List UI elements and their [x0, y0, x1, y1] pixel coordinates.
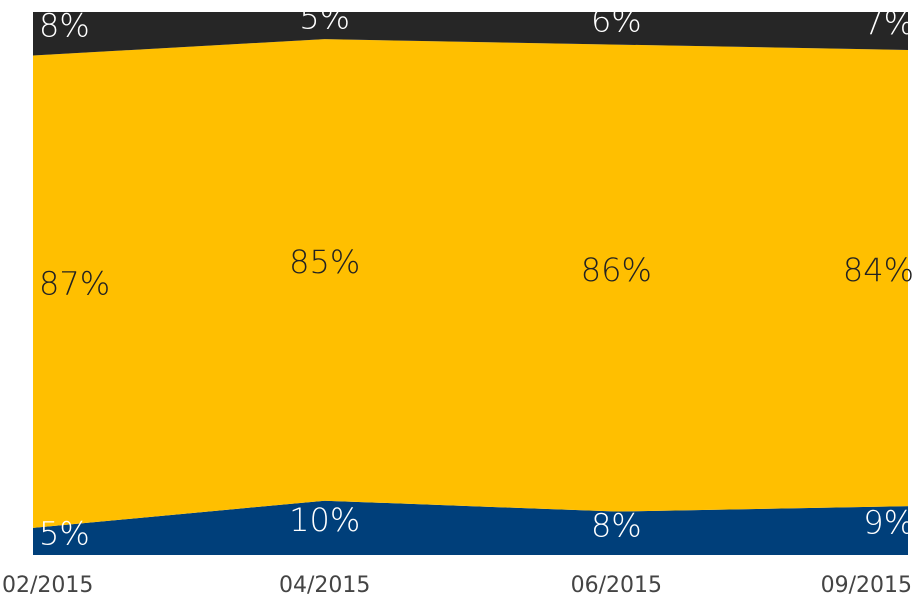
area — [33, 500, 908, 555]
value-label: 9% — [863, 504, 914, 542]
value-label: 5% — [39, 514, 90, 552]
value-label: 6% — [591, 1, 642, 39]
value-label: 86% — [581, 251, 652, 289]
x-tick-label: 04/2015 — [279, 573, 370, 598]
x-tick-label: 09/2015 — [821, 573, 912, 598]
value-label: 5% — [299, 0, 350, 37]
value-label: 10% — [289, 501, 360, 539]
value-label: 87% — [39, 265, 110, 303]
value-label: 7% — [863, 4, 914, 42]
x-tick-label: 02/2015 — [2, 573, 93, 598]
value-label: 8% — [39, 7, 90, 45]
value-label: 85% — [289, 243, 360, 281]
area — [33, 12, 908, 56]
x-tick-label: 06/2015 — [571, 573, 662, 598]
value-label: 84% — [843, 251, 914, 289]
value-label: 8% — [591, 506, 642, 544]
area — [33, 39, 908, 528]
